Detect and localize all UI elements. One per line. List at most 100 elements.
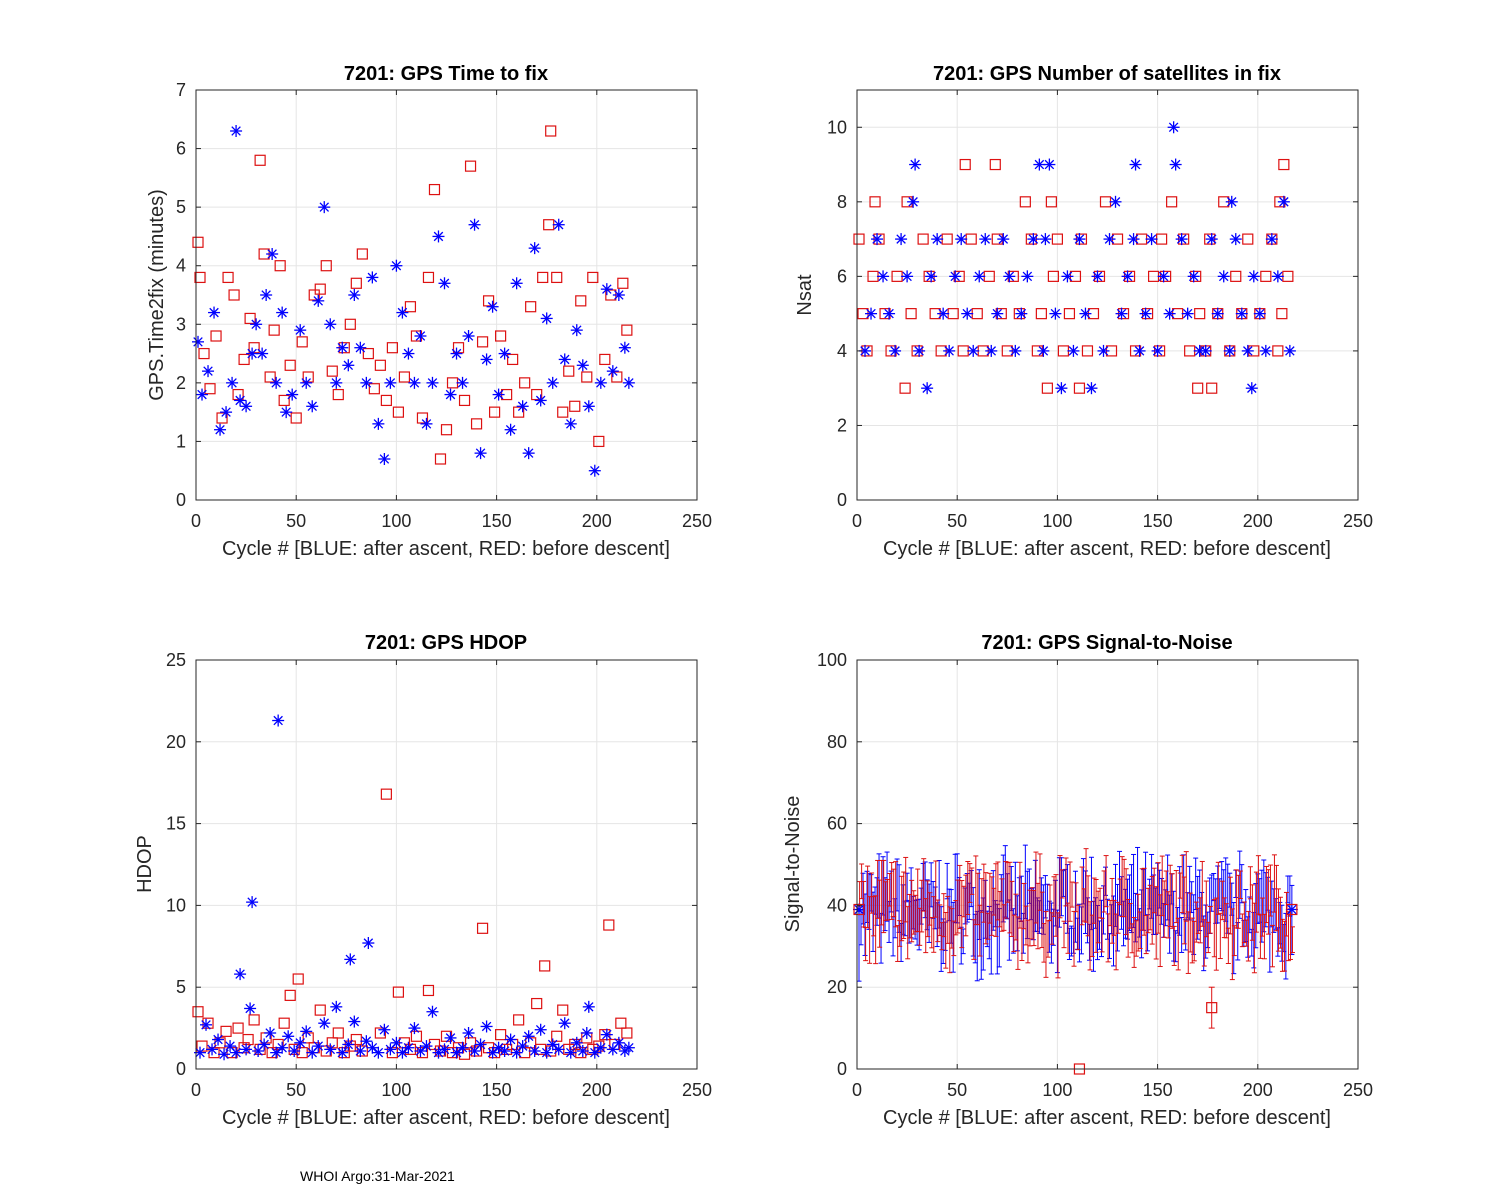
data-point — [909, 158, 922, 171]
data-point — [350, 277, 362, 289]
panel-signal-to-noise: 7201: GPS Signal-to-Noise 0 50 100 150 200 25… — [782, 632, 1373, 1129]
data-point — [476, 336, 489, 348]
data-point — [1085, 382, 1098, 395]
data-point — [1091, 270, 1104, 283]
data-point — [1225, 195, 1238, 208]
grid-layer — [195, 89, 698, 501]
data-point — [344, 953, 357, 966]
data-point — [260, 289, 273, 301]
y-tick-label: 0 — [176, 490, 186, 510]
data-point — [1241, 344, 1254, 357]
data-point — [384, 376, 397, 389]
data-point — [408, 376, 421, 389]
x-tick-label: 150 — [482, 511, 512, 531]
x-tick-label: 150 — [482, 1080, 512, 1100]
data-point — [895, 233, 908, 246]
data-point — [551, 271, 563, 284]
data-point — [921, 382, 934, 395]
data-point — [546, 376, 559, 389]
data-point — [232, 1022, 244, 1034]
y-tick-label: 60 — [827, 814, 847, 834]
data-point — [871, 233, 884, 246]
x-tick-label: 200 — [1243, 511, 1273, 531]
data-point — [300, 376, 313, 389]
data-point — [312, 1040, 325, 1053]
axes-layer: 0 50 100 150 200 250 0 1 2 3 4 5 6 7 — [176, 80, 712, 531]
data-point — [386, 342, 398, 354]
data-point — [582, 400, 595, 413]
data-point — [865, 307, 878, 320]
data-point — [594, 1041, 607, 1054]
y-tick-label: 0 — [837, 490, 847, 510]
data-point — [270, 376, 283, 389]
data-point — [498, 1045, 511, 1058]
data-point — [374, 359, 386, 371]
axes-frame — [856, 89, 1359, 501]
data-point — [853, 903, 865, 916]
data-point — [422, 984, 435, 997]
data-point — [615, 1017, 627, 1029]
data-point — [492, 388, 505, 401]
data-point — [396, 1046, 409, 1059]
data-point — [552, 1043, 565, 1056]
data-point — [220, 406, 233, 419]
data-point — [474, 1038, 487, 1051]
data-point — [1166, 196, 1178, 208]
data-point — [312, 294, 325, 307]
data-point — [519, 377, 531, 389]
data-point — [600, 283, 613, 296]
data-point — [226, 376, 239, 389]
data-point — [558, 353, 571, 366]
y-tick-label: 0 — [176, 1059, 186, 1079]
data-point — [402, 1041, 415, 1054]
data-point — [356, 248, 368, 260]
y-tick-label: 25 — [166, 650, 186, 670]
y-tick-label: 3 — [176, 314, 186, 334]
chart-title: 7201: GPS Number of satellites in fix — [933, 63, 1281, 85]
data-point — [486, 300, 499, 313]
data-point — [212, 1033, 225, 1046]
data-point — [594, 376, 607, 389]
data-point — [288, 1045, 301, 1058]
data-point — [1019, 196, 1031, 208]
data-point — [244, 1002, 257, 1015]
data-point — [570, 324, 583, 337]
data-point — [192, 236, 204, 248]
data-point — [290, 412, 302, 424]
outlier-point — [1206, 1002, 1218, 1014]
data-layer — [853, 121, 1296, 395]
data-point — [254, 154, 266, 166]
y-tick-label: 2 — [176, 373, 186, 393]
data-point — [202, 1017, 214, 1029]
data-point — [907, 195, 920, 208]
data-point — [899, 382, 911, 394]
data-point — [274, 260, 286, 272]
panel-hdop: 7201: GPS HDOP 0 50 100 150 200 250 0 5 10 15 20 25… — [134, 632, 712, 1129]
data-point — [488, 406, 501, 418]
data-point — [348, 289, 361, 301]
data-point — [210, 330, 222, 342]
data-point — [580, 1027, 593, 1040]
data-point — [1285, 903, 1298, 916]
data-point — [1230, 270, 1242, 282]
y-axis-label: GPS.Time2fix (minutes) — [146, 189, 168, 401]
data-point — [545, 125, 557, 137]
data-point — [268, 324, 280, 336]
data-point — [575, 295, 587, 307]
data-point — [1097, 344, 1110, 357]
chart-title: 7201: GPS Time to fix — [344, 63, 548, 85]
data-point — [450, 1046, 463, 1059]
data-point — [564, 1046, 577, 1059]
y-tick-label: 6 — [837, 266, 847, 286]
data-point — [1260, 270, 1272, 282]
y-tick-label: 4 — [176, 256, 186, 276]
data-point — [495, 330, 507, 342]
data-point — [314, 283, 326, 295]
data-point — [504, 1033, 517, 1046]
data-point — [468, 218, 481, 231]
data-point — [540, 312, 553, 325]
data-point — [398, 371, 411, 383]
data-point — [617, 277, 629, 289]
data-point — [943, 344, 956, 357]
data-point — [256, 347, 269, 360]
